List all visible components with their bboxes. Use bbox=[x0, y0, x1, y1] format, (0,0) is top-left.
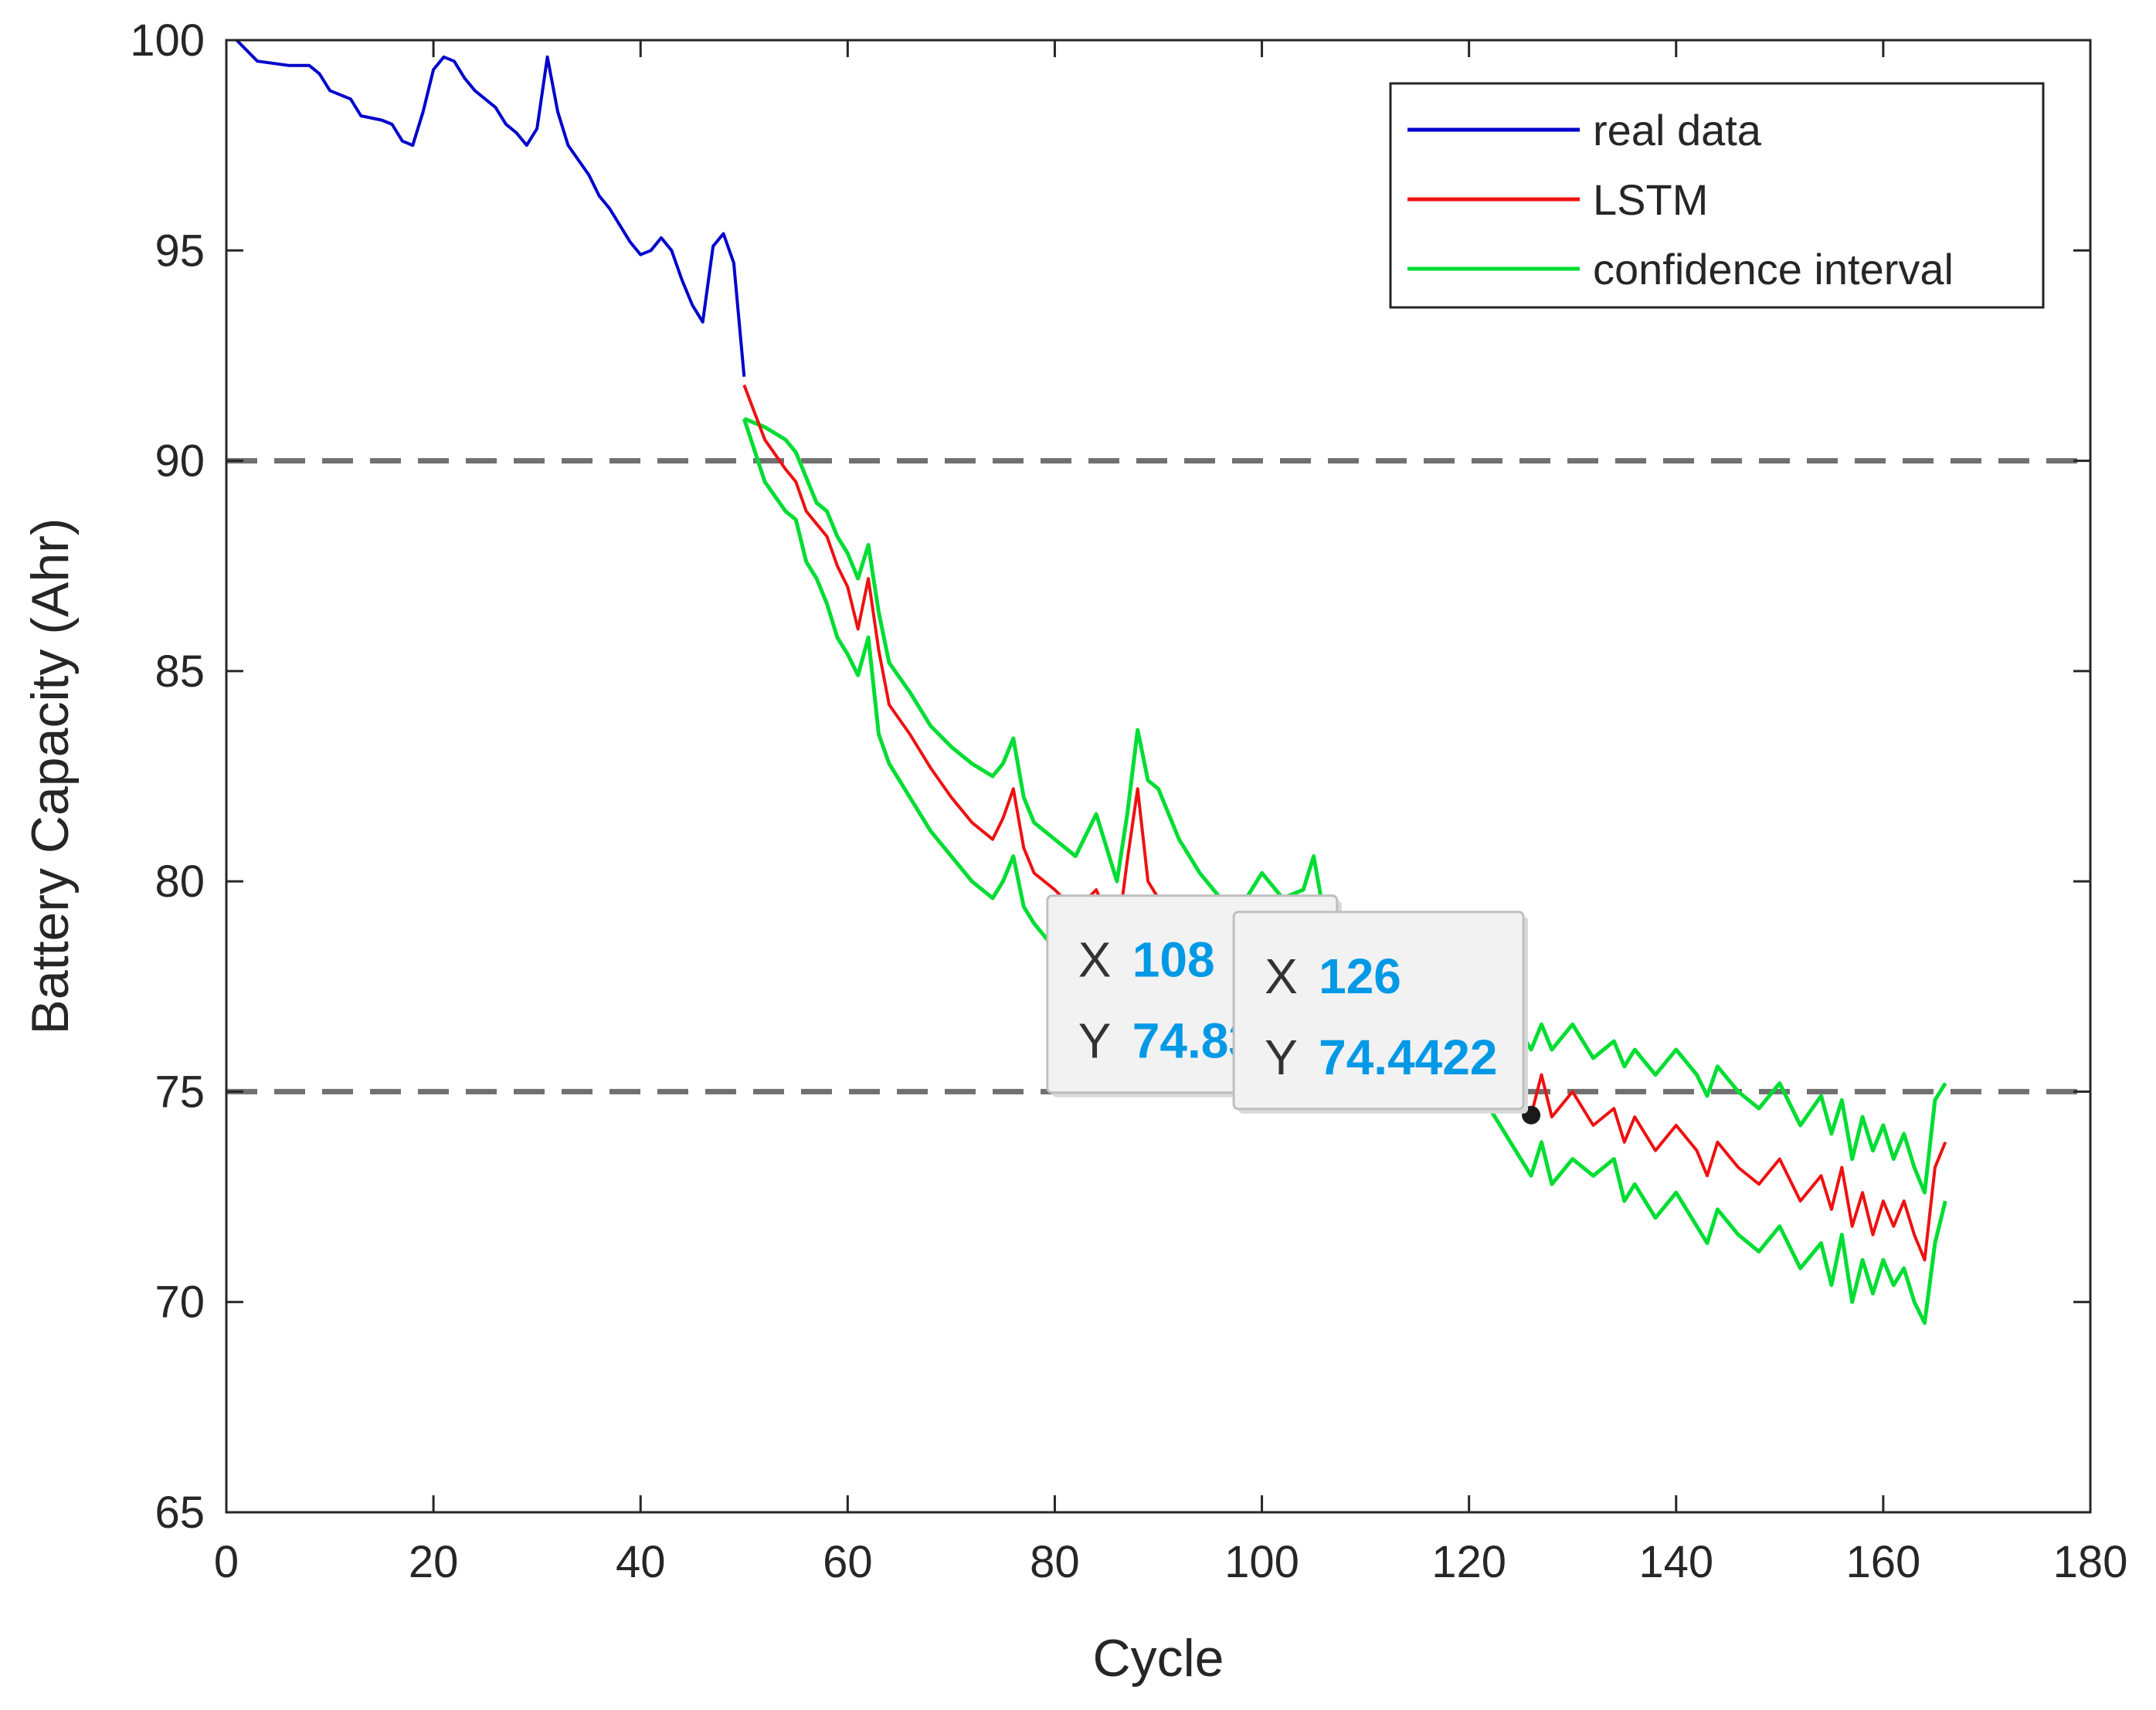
x-tick-label: 160 bbox=[1845, 1537, 1920, 1587]
y-tick-label: 95 bbox=[154, 226, 205, 276]
x-tick-label: 180 bbox=[2053, 1537, 2128, 1587]
legend: real data LSTM confidence interval bbox=[1389, 82, 2045, 309]
legend-label: real data bbox=[1593, 106, 1762, 154]
y-tick-label: 85 bbox=[154, 646, 205, 697]
x-tick-label: 40 bbox=[616, 1537, 666, 1587]
y-tick-label: 65 bbox=[154, 1488, 205, 1538]
data-tip-x-value: 108 bbox=[1132, 932, 1215, 988]
legend-label: confidence interval bbox=[1593, 245, 1954, 293]
legend-label: LSTM bbox=[1593, 175, 1708, 224]
data-tip-x-value: 126 bbox=[1319, 948, 1401, 1004]
data-tip-background bbox=[1232, 911, 1525, 1111]
axis-ticks: 0 20 40 60 80 100 120 140 160 180 65 70 75 80 85 90 95 10… bbox=[130, 15, 2127, 1587]
x-tick-label: 80 bbox=[1030, 1537, 1080, 1587]
axes-box bbox=[225, 39, 2092, 1514]
x-tick-label: 120 bbox=[1431, 1537, 1506, 1587]
y-tick-label: 90 bbox=[154, 436, 205, 487]
data-tip-y-key: Y bbox=[1078, 1013, 1112, 1069]
x-tick-label: 140 bbox=[1638, 1537, 1713, 1587]
y-tick-label: 100 bbox=[130, 15, 205, 66]
real-data-line bbox=[235, 39, 746, 377]
x-tick-label: 100 bbox=[1224, 1537, 1299, 1587]
y-tick-label: 70 bbox=[154, 1277, 205, 1328]
x-tick-label: 20 bbox=[409, 1537, 459, 1587]
x-tick-label: 60 bbox=[823, 1537, 873, 1587]
y-axis-label: Battery Capacity (Ahr) bbox=[21, 518, 80, 1035]
y-tick-label: 80 bbox=[154, 857, 205, 907]
data-tip-y-key: Y bbox=[1265, 1030, 1298, 1085]
data-tip-x-key: X bbox=[1078, 932, 1112, 988]
data-tip-box: X 126 Y 74.4422 bbox=[1232, 911, 1529, 1114]
data-tip-y-value: 74.4422 bbox=[1319, 1030, 1497, 1085]
data-tip-x-key: X bbox=[1265, 948, 1298, 1004]
y-tick-label: 75 bbox=[154, 1067, 205, 1117]
x-tick-label: 0 bbox=[214, 1537, 239, 1587]
x-axis-label: Cycle bbox=[1092, 1629, 1224, 1688]
